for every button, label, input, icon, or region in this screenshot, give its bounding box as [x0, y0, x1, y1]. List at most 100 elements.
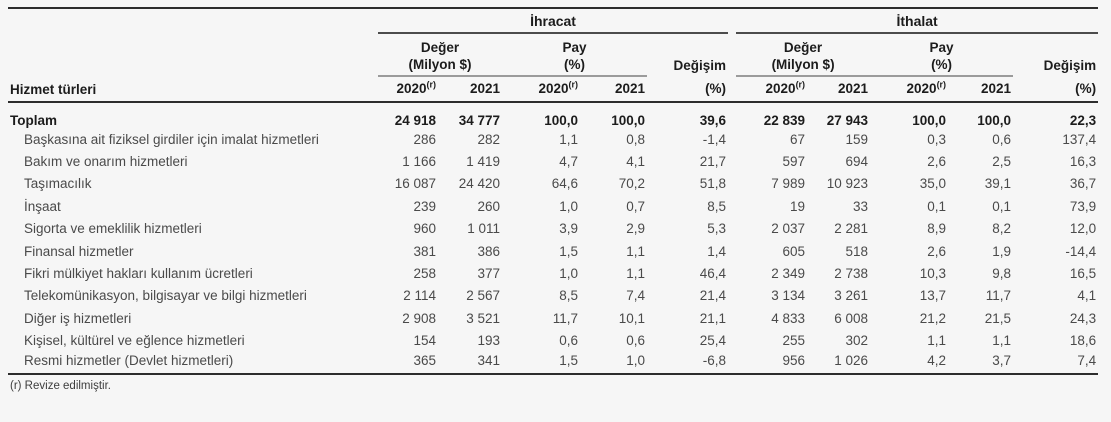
imports-share-group-header: Pay (%)	[870, 33, 1014, 77]
imports-share-2021-cell: 21,5	[984, 310, 1012, 326]
imports-value-2020-cell: 597	[782, 154, 806, 170]
imports-share-2020-cell: 2,6	[927, 243, 947, 259]
exports-value-2021-cell: 24 420	[458, 176, 500, 192]
imports-value-2021-cell: 159	[845, 131, 869, 147]
imports-value-2021-cell: 518	[845, 243, 869, 259]
imports-value-2020-cell: 255	[782, 333, 806, 349]
exports-value-2021-cell: 1 011	[467, 221, 500, 237]
imports-share-2020-cell: 1,1	[927, 333, 947, 349]
imports-change-cell: 7,4	[1013, 351, 1099, 376]
exports-share-2021-cell: 1,1	[626, 243, 645, 259]
imports-value-2020-cell: 22 839	[763, 113, 806, 128]
exports-share-2021-cell: 10,1	[618, 310, 645, 326]
exports-value-2020-cell: 154	[413, 333, 436, 349]
exports-value-2021-cell: 282	[477, 131, 500, 147]
imports-value-2020-cell: 19	[790, 198, 806, 214]
column-gap	[728, 285, 736, 307]
imports-share-2020-cell: 4,2	[870, 351, 949, 376]
share-header-line2: (%)	[564, 57, 585, 72]
share-header-line1: Pay	[929, 40, 954, 55]
services-trade-table: Hizmet türleri İhracat İthalat Değer (Mi…	[8, 7, 1099, 376]
table-row: İnşaat 239 260 1,0 0,7 8,5 19 33 0,1 0,1…	[8, 195, 1098, 217]
exports-value-2021-cell: 2 567	[466, 288, 500, 304]
column-gap	[728, 173, 736, 195]
year-header-row: 2020(r) 2021 2020(r) 2021 2020(r) 2021 2…	[8, 76, 1098, 103]
exports-value-2021-cell: 3 521	[466, 310, 500, 326]
exports-value-2020-cell: 286	[413, 131, 436, 147]
footnote: (r) Revize edilmiştir.	[10, 380, 111, 393]
exports-value-2021-cell: 377	[477, 266, 500, 282]
table-row: Başkasına ait fiziksel girdiler için ima…	[8, 128, 1098, 150]
imports-share-2020-cell: 0,1	[927, 198, 947, 214]
exports-share-group-header: Pay (%)	[502, 33, 647, 77]
imports-change-cell: 16,5	[1069, 266, 1097, 282]
row-label: Bakım ve onarım hizmetleri	[24, 154, 188, 170]
exports-share-2020-cell: 8,5	[559, 288, 578, 304]
table-row: Sigorta ve emeklilik hizmetleri 960 1 01…	[8, 218, 1098, 240]
row-label: Kişisel, kültürel ve eğlence hizmetleri	[24, 333, 245, 349]
exports-value-2020-cell: 258	[413, 266, 436, 282]
imports-change-cell: 18,6	[1069, 333, 1097, 349]
column-gap	[728, 262, 736, 284]
column-gap	[728, 330, 736, 352]
exports-value-2021-cell: 1 419	[466, 154, 500, 170]
row-label: Sigorta ve emeklilik hizmetleri	[24, 221, 202, 237]
exports-share-2021-cell: 7,4	[626, 288, 645, 304]
exports-change-cell: 8,5	[707, 198, 727, 214]
imports-change-cell: 12,0	[1069, 221, 1097, 237]
imports-change-cell: 137,4	[1062, 131, 1097, 147]
imports-change-header: Değişim (%)	[1013, 33, 1099, 103]
exports-value-2020-header: 2020(r)	[378, 76, 438, 103]
imports-value-2020-cell: 67	[790, 131, 806, 147]
imports-value-2021-cell: 10 923	[826, 176, 869, 192]
exports-share-2020-cell: 100,0	[544, 113, 578, 128]
revision-superscript: (r)	[795, 79, 806, 90]
imports-change-cell: 22,3	[1069, 113, 1097, 128]
column-gap	[728, 150, 736, 172]
imports-share-2021-cell: 3,7	[948, 351, 1014, 376]
imports-change-cell: 16,3	[1069, 154, 1097, 170]
imports-value-2020-cell: 605	[782, 243, 806, 259]
imports-change-cell: 73,9	[1069, 198, 1097, 214]
share-header-line2: (%)	[931, 57, 953, 72]
exports-value-2020-cell: 24 918	[394, 113, 436, 128]
exports-value-2021-cell: 260	[477, 198, 500, 214]
row-label: Resmi hizmetler (Devlet hizmetleri)	[8, 351, 378, 376]
table-row: Bakım ve onarım hizmetleri 1 166 1 419 4…	[8, 150, 1098, 172]
exports-share-2020-cell: 1,5	[502, 351, 580, 376]
exports-share-2021-cell: 0,6	[626, 333, 645, 349]
exports-share-2021-cell: 1,1	[626, 266, 645, 282]
imports-share-2020-cell: 21,2	[919, 310, 947, 326]
revision-superscript: (r)	[936, 79, 947, 90]
imports-share-2020-cell: 35,0	[919, 176, 947, 192]
exports-share-2020-cell: 1,0	[559, 266, 578, 282]
exports-value-2020-cell: 365	[378, 351, 438, 376]
exports-share-2020-cell: 64,6	[551, 176, 578, 192]
exports-change-cell: 25,4	[699, 333, 727, 349]
section-gap	[728, 8, 737, 103]
exports-share-2020-cell: 11,7	[552, 310, 578, 326]
change-header-line1: Değişim	[673, 58, 727, 73]
exports-share-2020-cell: 3,9	[559, 221, 578, 237]
exports-share-2021-header: 2021	[580, 76, 647, 103]
imports-change-cell: 36,7	[1069, 176, 1097, 192]
exports-value-2021-cell: 386	[477, 243, 500, 259]
exports-change-cell: 21,4	[699, 288, 727, 304]
imports-share-2021-cell: 8,2	[992, 221, 1012, 237]
exports-share-2021-cell: 0,7	[626, 198, 645, 214]
imports-value-2020-cell: 4 833	[771, 310, 806, 326]
imports-share-2021-cell: 9,8	[992, 266, 1012, 282]
year-label: 2020	[906, 81, 937, 96]
table-body: Toplam 24 918 34 777 100,0 100,0 39,6 22…	[8, 102, 1099, 376]
imports-share-2021-cell: 0,1	[992, 198, 1012, 214]
imports-value-2020-cell: 7 989	[771, 176, 806, 192]
imports-value-2020-cell: 2 349	[771, 266, 806, 282]
exports-share-2020-cell: 1,1	[559, 131, 578, 147]
imports-change-cell: 24,3	[1069, 310, 1097, 326]
exports-share-2020-cell: 0,6	[559, 333, 578, 349]
exports-change-cell: 51,8	[699, 176, 727, 192]
exports-share-2021-cell: 2,9	[626, 221, 645, 237]
exports-share-2020-cell: 4,7	[559, 154, 578, 170]
exports-share-2020-cell: 1,5	[559, 243, 578, 259]
imports-share-2020-cell: 8,9	[927, 221, 947, 237]
